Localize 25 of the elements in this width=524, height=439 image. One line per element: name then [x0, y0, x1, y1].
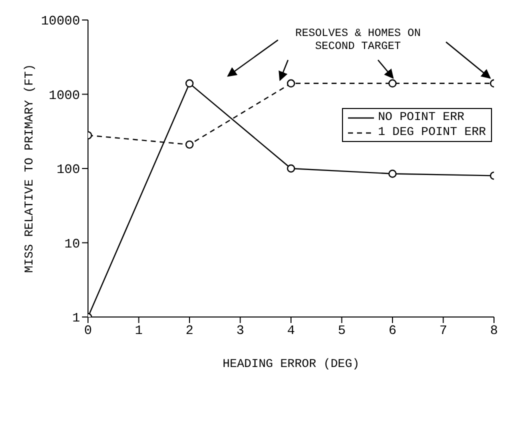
x-axis-title: HEADING ERROR (DEG)	[222, 357, 360, 371]
x-tick-label: 1	[134, 323, 143, 338]
x-tick-label: 3	[236, 323, 244, 338]
x-tick-label: 4	[287, 323, 296, 338]
y-axis-title: MISS RELATIVE TO PRIMARY (FT)	[22, 64, 36, 273]
y-tick-label: 1	[72, 310, 80, 326]
point	[286, 79, 296, 88]
legend-label: 1 DEG POINT ERR	[378, 125, 486, 140]
y-tick-label: 100	[56, 162, 80, 178]
y-tick-label: 1000	[48, 88, 80, 103]
point	[185, 79, 194, 88]
y-tick-label: 10	[64, 236, 80, 252]
x-tick-label: 7	[439, 323, 448, 338]
point	[286, 164, 296, 173]
point	[388, 79, 397, 88]
x-tick-label: 8	[490, 323, 498, 338]
x-tick-label: 5	[338, 323, 346, 338]
x-tick-label: 0	[84, 323, 92, 338]
x-tick-label: 6	[388, 323, 396, 338]
annotation: RESOLVES & HOMES ON SECOND TARGET	[294, 28, 422, 54]
point	[185, 140, 194, 149]
y-tick-label: 10000	[40, 14, 80, 29]
legend-label: NO POINT ERR	[378, 110, 464, 125]
x-tick-label: 2	[186, 323, 194, 338]
point	[388, 170, 397, 178]
